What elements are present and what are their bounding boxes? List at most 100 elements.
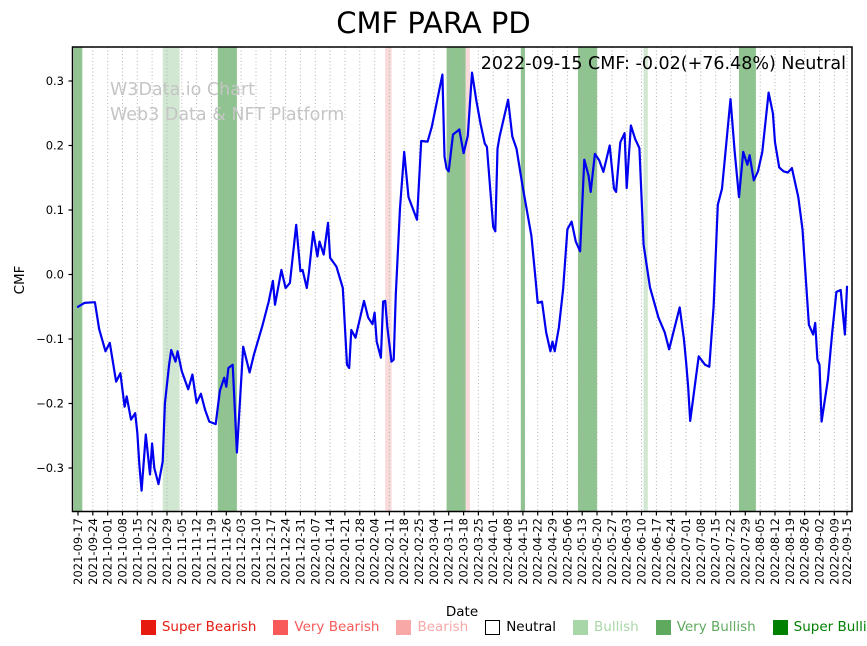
legend-swatch (573, 619, 589, 635)
signal-band-bullish (643, 47, 648, 512)
svg-text:−0.2: −0.2 (36, 397, 64, 411)
legend-item-very-bearish: Very Bearish (273, 619, 379, 635)
signal-bands (73, 47, 756, 512)
legend-swatch (655, 619, 671, 635)
svg-text:−0.1: −0.1 (36, 332, 64, 346)
svg-text:2021-11-26: 2021-11-26 (219, 518, 233, 585)
svg-text:2022-07-08: 2022-07-08 (694, 518, 708, 585)
legend-item-neutral: Neutral (485, 619, 556, 635)
legend-label: Bullish (594, 619, 639, 635)
svg-text:2022-03-18: 2022-03-18 (457, 518, 471, 585)
svg-text:2022-08-19: 2022-08-19 (783, 518, 797, 585)
legend-swatch (140, 619, 156, 635)
svg-text:2022-07-01: 2022-07-01 (679, 518, 693, 585)
svg-text:2022-06-24: 2022-06-24 (664, 518, 678, 585)
svg-text:2021-11-12: 2021-11-12 (190, 518, 204, 585)
latest-value-annotation: 2022-09-15 CMF: -0.02(+76.48%) Neutral (480, 54, 846, 74)
svg-text:2022-06-17: 2022-06-17 (649, 518, 663, 585)
svg-text:2022-01-21: 2022-01-21 (338, 518, 352, 585)
svg-text:2021-12-03: 2021-12-03 (234, 518, 248, 585)
svg-text:2022-02-18: 2022-02-18 (397, 518, 411, 585)
svg-text:2022-04-08: 2022-04-08 (501, 518, 515, 585)
svg-text:2022-05-06: 2022-05-06 (560, 518, 574, 585)
svg-text:2021-12-10: 2021-12-10 (249, 518, 263, 585)
legend-label: Very Bullish (676, 619, 756, 635)
svg-text:2022-05-13: 2022-05-13 (575, 518, 589, 585)
svg-text:2022-07-22: 2022-07-22 (724, 518, 738, 585)
watermark: W3Data.io Chart Web3 Data & NFT Platform (110, 80, 344, 125)
svg-text:2021-10-08: 2021-10-08 (116, 518, 130, 585)
legend-swatch (396, 619, 412, 635)
svg-text:2022-07-15: 2022-07-15 (709, 518, 723, 585)
legend-label: Very Bearish (294, 619, 380, 635)
svg-text:2022-09-15: 2022-09-15 (840, 518, 854, 585)
legend-item-super-bearish: Super Bearish (140, 619, 257, 635)
svg-text:2022-03-25: 2022-03-25 (471, 518, 485, 585)
signal-band-very_bullish (739, 47, 756, 512)
x-tick-labels: 2021-09-17 2021-09-24 2021-10-01 2021-10-08… (71, 511, 854, 585)
svg-text:2022-04-15: 2022-04-15 (516, 518, 530, 585)
svg-text:2022-04-29: 2022-04-29 (546, 518, 560, 585)
svg-text:2021-10-22: 2021-10-22 (145, 518, 159, 585)
svg-text:2022-01-07: 2022-01-07 (308, 518, 322, 585)
legend-item-bearish: Bearish (396, 619, 468, 635)
svg-text:2021-10-15: 2021-10-15 (130, 518, 144, 585)
svg-text:2022-07-29: 2022-07-29 (738, 518, 752, 585)
svg-text:2022-08-12: 2022-08-12 (768, 518, 782, 585)
legend-label: Neutral (506, 619, 557, 635)
svg-text:0.3: 0.3 (46, 74, 64, 88)
legend-swatch (772, 619, 788, 635)
chart-title: CMF PARA PD (336, 6, 531, 40)
gridlines (77, 47, 848, 512)
plot-frame (71, 46, 853, 513)
svg-text:0.0: 0.0 (46, 268, 64, 282)
signal-band-bearish (385, 47, 392, 512)
svg-text:2021-12-17: 2021-12-17 (264, 518, 278, 585)
svg-text:2022-04-22: 2022-04-22 (531, 518, 545, 585)
signal-band-very_bullish (73, 47, 83, 512)
svg-text:W3Data.io Chart: W3Data.io Chart (110, 80, 255, 100)
svg-text:0.1: 0.1 (46, 203, 64, 217)
svg-text:2022-05-20: 2022-05-20 (590, 518, 604, 585)
cmf-line (76, 71, 849, 492)
svg-text:2021-12-24: 2021-12-24 (279, 518, 293, 585)
svg-text:2021-11-05: 2021-11-05 (175, 518, 189, 585)
svg-text:2022-01-14: 2022-01-14 (323, 518, 337, 585)
y-tick-labels: 0.3 0.2 0.1 0.0 −0.1 −0.2 −0.3 (36, 74, 73, 475)
legend-label: Bearish (417, 619, 469, 635)
signal-legend: Super Bearish Very Bearish Bearish Neutral B… (0, 619, 867, 635)
svg-text:2022-09-09: 2022-09-09 (827, 518, 841, 585)
legend-item-bullish: Bullish (573, 619, 639, 635)
legend-item-very-bullish: Very Bullish (655, 619, 756, 635)
signal-band-very_bullish (217, 47, 237, 512)
svg-text:2022-03-04: 2022-03-04 (427, 518, 441, 585)
signal-band-bearish (465, 47, 470, 512)
svg-text:2021-09-24: 2021-09-24 (86, 518, 100, 585)
svg-text:2022-04-01: 2022-04-01 (486, 518, 500, 585)
svg-text:2021-10-29: 2021-10-29 (160, 518, 174, 585)
svg-text:Web3 Data & NFT Platform: Web3 Data & NFT Platform (110, 105, 344, 125)
legend-label: Super Bullish (793, 619, 867, 635)
signal-band-very_bullish (520, 47, 525, 512)
svg-text:2021-10-01: 2021-10-01 (101, 518, 115, 585)
svg-text:2021-11-19: 2021-11-19 (205, 518, 219, 585)
svg-text:2021-09-17: 2021-09-17 (71, 518, 85, 585)
x-axis-label: Date (445, 604, 479, 620)
svg-text:2022-02-04: 2022-02-04 (368, 518, 382, 585)
svg-text:2022-08-05: 2022-08-05 (753, 518, 767, 585)
legend-swatch (273, 619, 289, 635)
svg-text:2022-03-11: 2022-03-11 (442, 518, 456, 585)
svg-text:0.2: 0.2 (46, 139, 64, 153)
svg-text:2022-02-25: 2022-02-25 (412, 518, 426, 585)
svg-text:2022-05-27: 2022-05-27 (605, 518, 619, 585)
svg-text:2022-06-03: 2022-06-03 (620, 518, 634, 585)
svg-text:2021-12-31: 2021-12-31 (293, 518, 307, 585)
y-axis-label: CMF (12, 265, 28, 295)
svg-text:2022-02-11: 2022-02-11 (382, 518, 396, 585)
legend-label: Super Bearish (161, 619, 257, 635)
svg-text:2022-01-28: 2022-01-28 (353, 518, 367, 585)
svg-text:2022-08-26: 2022-08-26 (798, 518, 812, 585)
signal-band-very_bullish (446, 47, 466, 512)
